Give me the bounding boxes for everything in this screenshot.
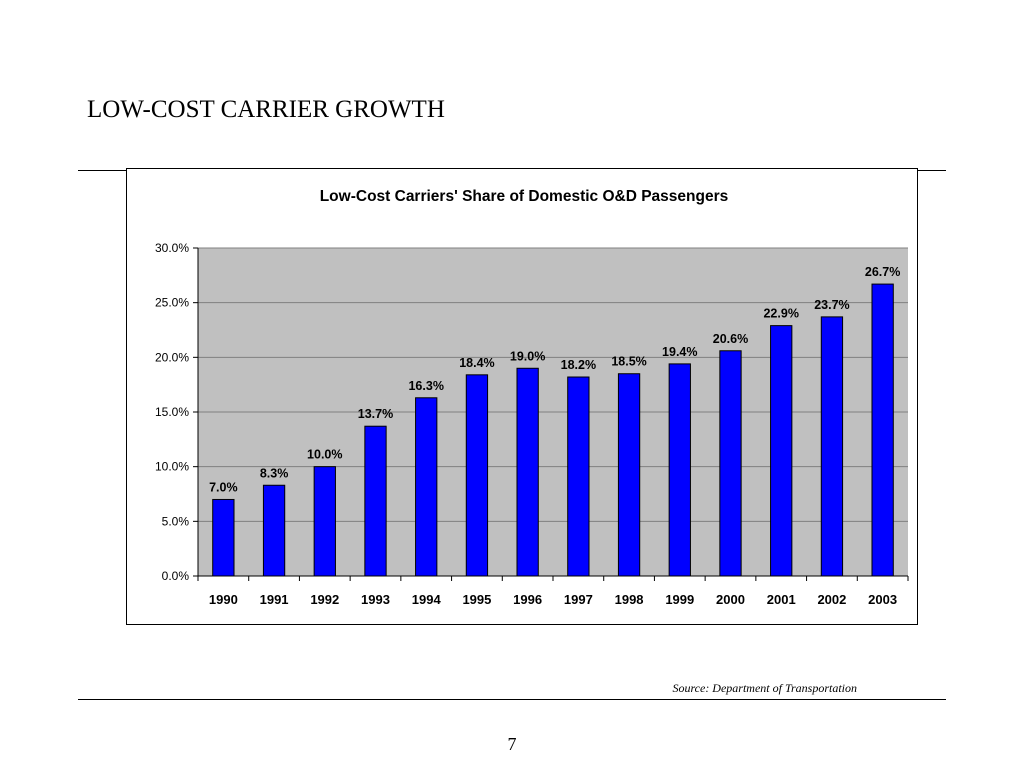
data-label: 10.0% xyxy=(307,448,342,462)
data-label: 23.7% xyxy=(814,298,849,312)
x-tick-label: 2003 xyxy=(868,592,897,607)
x-tick-label: 1997 xyxy=(564,592,593,607)
chart-frame: Low-Cost Carriers' Share of Domestic O&D… xyxy=(126,168,918,625)
bar xyxy=(820,316,844,577)
y-tick-label: 25.0% xyxy=(155,296,189,310)
bar xyxy=(364,425,387,577)
x-tick-label: 1991 xyxy=(260,592,289,607)
x-tick-label: 1992 xyxy=(310,592,339,607)
bar xyxy=(617,373,641,577)
data-label: 19.0% xyxy=(510,349,545,363)
data-label: 18.2% xyxy=(561,358,596,372)
x-tick-label: 1998 xyxy=(615,592,644,607)
bar-chart: Low-Cost Carriers' Share of Domestic O&D… xyxy=(155,188,909,607)
data-label: 20.6% xyxy=(713,332,748,346)
x-tick-label: 2002 xyxy=(817,592,846,607)
bar xyxy=(770,325,793,577)
bar xyxy=(313,466,336,577)
bar xyxy=(415,397,438,577)
data-label: 13.7% xyxy=(358,407,393,421)
data-label: 18.4% xyxy=(459,356,494,370)
x-tick-label: 1994 xyxy=(412,592,442,607)
x-tick-label: 1999 xyxy=(665,592,694,607)
y-tick-label: 5.0% xyxy=(162,514,190,528)
page-number: 7 xyxy=(507,734,517,754)
data-label: 16.3% xyxy=(408,379,443,393)
bar xyxy=(668,363,691,577)
y-tick-label: 10.0% xyxy=(155,460,189,474)
bar xyxy=(212,498,235,577)
bar xyxy=(516,367,539,577)
data-label: 8.3% xyxy=(260,466,289,480)
y-tick-label: 0.0% xyxy=(162,569,190,583)
x-tick-label: 1990 xyxy=(209,592,238,607)
bar xyxy=(871,283,894,577)
bar xyxy=(567,376,590,577)
slide-title: LOW-COST CARRIER GROWTH xyxy=(87,96,445,123)
data-label: 19.4% xyxy=(662,345,697,359)
bottom-divider xyxy=(78,699,946,700)
bar xyxy=(719,350,742,577)
y-tick-label: 15.0% xyxy=(155,405,189,419)
x-tick-label: 1993 xyxy=(361,592,390,607)
y-tick-label: 30.0% xyxy=(155,241,189,255)
data-label: 22.9% xyxy=(763,307,798,321)
chart-title: Low-Cost Carriers' Share of Domestic O&D… xyxy=(320,188,729,205)
bar xyxy=(262,484,286,577)
data-label: 26.7% xyxy=(865,265,900,279)
x-tick-label: 2000 xyxy=(716,592,745,607)
data-label: 7.0% xyxy=(209,480,238,494)
x-tick-label: 2001 xyxy=(767,592,796,607)
data-label: 18.5% xyxy=(611,355,646,369)
y-tick-label: 20.0% xyxy=(155,350,189,364)
x-tick-label: 1996 xyxy=(513,592,542,607)
source-note: Source: Department of Transportation xyxy=(672,681,857,695)
bar xyxy=(465,374,489,577)
x-tick-label: 1995 xyxy=(462,592,491,607)
